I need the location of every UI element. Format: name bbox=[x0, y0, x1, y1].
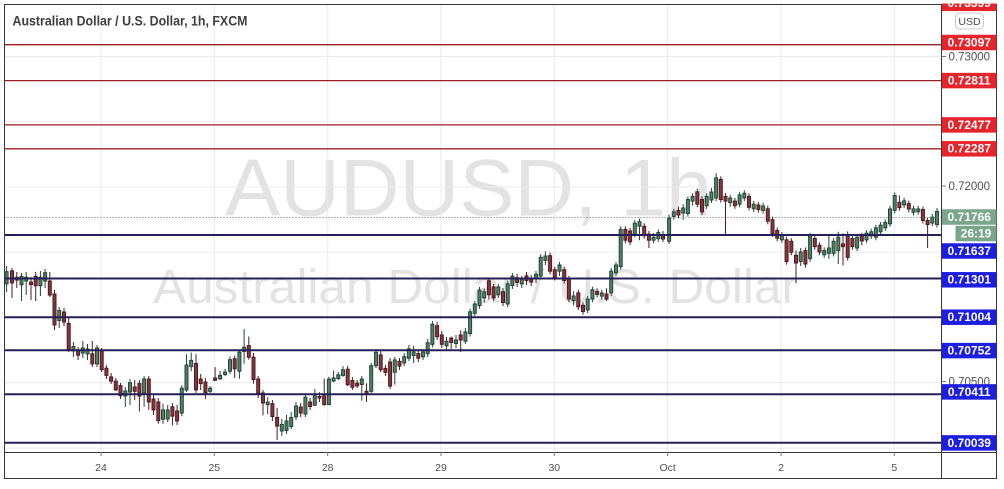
svg-text:0.71637: 0.71637 bbox=[948, 244, 992, 258]
svg-text:Oct: Oct bbox=[660, 462, 676, 474]
svg-text:29: 29 bbox=[435, 462, 447, 474]
svg-text:0.73000: 0.73000 bbox=[949, 52, 991, 64]
svg-text:0.70039: 0.70039 bbox=[948, 436, 992, 450]
svg-text:24: 24 bbox=[95, 462, 107, 474]
svg-text:25: 25 bbox=[208, 462, 220, 474]
svg-text:0.70411: 0.70411 bbox=[948, 385, 991, 399]
svg-text:0.71766: 0.71766 bbox=[948, 210, 992, 224]
svg-text:0.70752: 0.70752 bbox=[948, 344, 992, 358]
svg-text:0.73097: 0.73097 bbox=[948, 35, 992, 49]
svg-text:28: 28 bbox=[322, 462, 334, 474]
svg-text:0.71004: 0.71004 bbox=[948, 310, 992, 324]
svg-text:0.72477: 0.72477 bbox=[948, 118, 992, 132]
svg-text:2: 2 bbox=[778, 462, 784, 474]
svg-text:26:19: 26:19 bbox=[961, 227, 992, 241]
svg-text:AUDUSD, 1h: AUDUSD, 1h bbox=[225, 144, 712, 234]
svg-text:0.72287: 0.72287 bbox=[948, 142, 992, 156]
svg-text:0.73599: 0.73599 bbox=[948, 0, 992, 10]
svg-text:Australian Dollar / U.S. Dolla: Australian Dollar / U.S. Dollar, 1h, FXC… bbox=[13, 12, 248, 28]
svg-text:USD: USD bbox=[958, 16, 981, 28]
svg-text:0.71301: 0.71301 bbox=[948, 273, 992, 287]
svg-text:0.72811: 0.72811 bbox=[948, 74, 991, 88]
svg-text:30: 30 bbox=[548, 462, 560, 474]
svg-text:0.72000: 0.72000 bbox=[949, 181, 991, 193]
svg-text:5: 5 bbox=[891, 462, 897, 474]
